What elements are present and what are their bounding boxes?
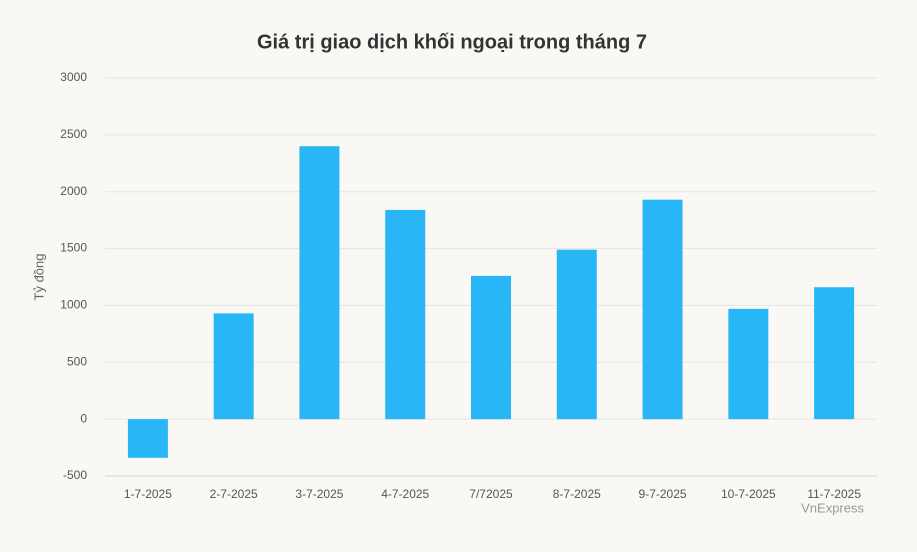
x-tick-label: 4-7-2025 (381, 487, 429, 501)
bar (213, 313, 254, 420)
x-tick-label: 3-7-2025 (295, 487, 343, 501)
bar (299, 146, 340, 420)
credit: VnExpress (801, 500, 864, 515)
y-tick-label: 1000 (60, 298, 87, 312)
bar (471, 275, 511, 420)
bar (127, 419, 168, 458)
y-tick-label: 1500 (60, 241, 87, 255)
y-tick-label: 2000 (60, 184, 87, 198)
y-tick-label: 2500 (60, 127, 87, 141)
bar (814, 287, 855, 420)
x-tick-label: 8-7-2025 (553, 487, 601, 501)
bar (728, 308, 769, 420)
chart-title: Giá trị giao dịch khối ngoại trong tháng… (257, 31, 647, 53)
x-tick-label: 7/72025 (469, 487, 513, 501)
y-tick-label: 3000 (60, 70, 87, 84)
x-tick-label: 11-7-2025 (807, 487, 861, 501)
bar (642, 199, 683, 420)
bar (385, 209, 426, 420)
y-tick-label: 0 (80, 411, 87, 425)
x-tick-label: 10-7-2025 (721, 487, 776, 501)
y-axis-label: Tỷ đồng (31, 254, 46, 301)
x-tick-label: 2-7-2025 (210, 487, 258, 501)
bar (556, 249, 597, 420)
x-tick-label: 9-7-2025 (639, 487, 687, 501)
x-tick-label: 1-7-2025 (124, 487, 172, 501)
y-tick-label: 500 (67, 354, 87, 368)
y-tick-label: -500 (63, 468, 87, 482)
